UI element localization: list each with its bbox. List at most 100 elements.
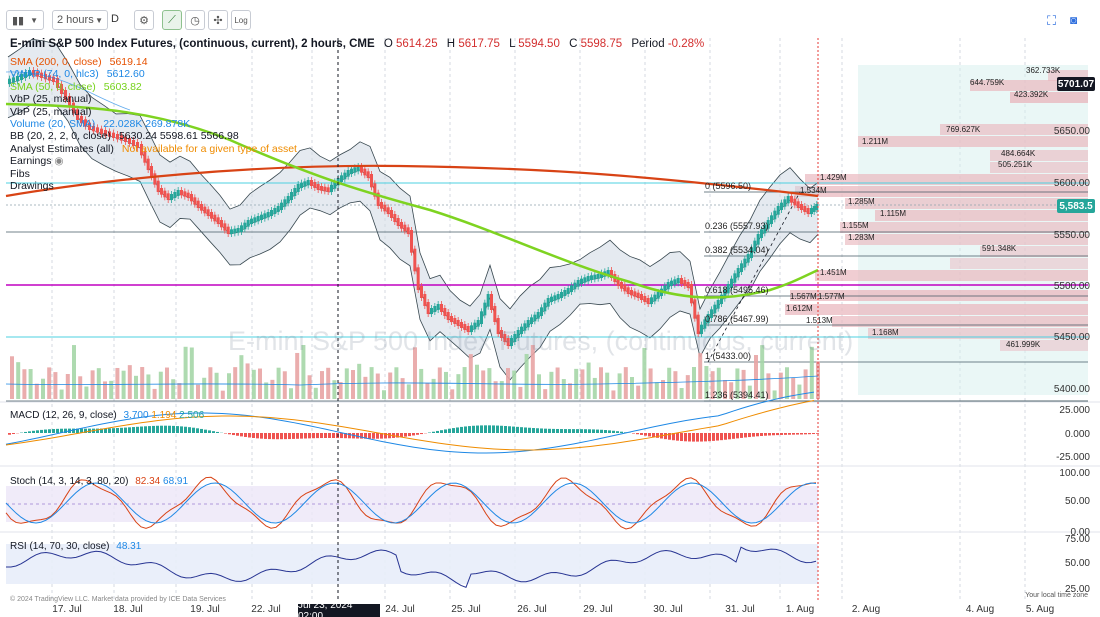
fullscreen-icon[interactable]: ⛶ (1047, 13, 1057, 28)
volume-bar (276, 367, 281, 399)
indicators-button[interactable]: ⟋ (162, 10, 182, 30)
date-axis-tick: 17. Jul (52, 604, 82, 615)
period-value: -0.28% (667, 38, 705, 50)
candle-body (546, 298, 550, 307)
macd-histogram-bar (648, 433, 651, 437)
interval-select[interactable]: 2 hours ▼ (52, 10, 108, 30)
date-axis-tick: 5. Aug (1025, 604, 1055, 615)
macd-histogram-bar (324, 433, 327, 438)
candle-body (166, 193, 170, 200)
volume-bar (53, 372, 58, 399)
macd-histogram-bar (644, 433, 647, 436)
macd-histogram-bar (420, 433, 423, 435)
candle-body (48, 75, 51, 81)
legend-item[interactable]: Analyst Estimates (all) Not available for… (10, 143, 297, 156)
candle-body (460, 322, 463, 328)
macd-histogram-bar (388, 433, 391, 439)
macd-histogram-bar (620, 431, 623, 433)
chart-type-button[interactable]: ▮▮ ▼ (6, 10, 44, 30)
macd-histogram-bar (144, 426, 147, 433)
stoch-band (6, 486, 818, 522)
candle-body (463, 324, 467, 330)
candle-body (733, 273, 737, 283)
interval-short[interactable]: D (111, 13, 119, 25)
legend-item-label: SMA (200, 0, close) (10, 56, 102, 68)
candle-body (550, 296, 553, 302)
legend-item[interactable]: Fibs (10, 168, 30, 181)
volume-bar (431, 378, 436, 399)
candle-body (286, 196, 290, 204)
candle-body (730, 278, 733, 288)
candle-body (520, 326, 523, 334)
volume-bar (320, 371, 324, 399)
candle-body (403, 224, 407, 232)
volume-profile-row (790, 290, 1088, 301)
legend-item[interactable]: Volume (20, SMA) 22.028K 269.878K (10, 118, 190, 131)
macd-histogram-bar (580, 429, 583, 433)
legend-item[interactable]: VWAP (74, 0, hlc3) 5612.60 (10, 68, 145, 81)
candle-body (573, 282, 577, 290)
legend-item[interactable]: VbP (25, manual) (10, 106, 92, 119)
volume-bar (183, 346, 188, 399)
fib-level-label: 1.236 (5394.41) (705, 390, 769, 400)
open-label: O (383, 38, 393, 50)
macd-histogram-bar (728, 433, 731, 440)
candle-body (396, 218, 400, 226)
macd-legend: MACD (12, 26, 9, close) 3.700 1.194 2.50… (10, 410, 204, 421)
legend-item[interactable]: Earnings ◉ (10, 155, 64, 168)
candle-body (496, 318, 500, 334)
bollinger-upper (7, 38, 819, 311)
fib-level-label: 0 (5596.50) (705, 181, 752, 191)
candle-body (216, 217, 220, 224)
macd-histogram-bar (700, 433, 703, 442)
legend-item[interactable]: VbP (25, manual) (10, 93, 92, 106)
macd-axis-tick: -25.000 (1056, 452, 1090, 463)
volume-bar (96, 368, 101, 399)
macd-histogram-bar (400, 433, 403, 438)
volume-profile-row (868, 328, 1088, 339)
candle-body (390, 210, 393, 218)
macd-histogram-bar (592, 429, 595, 433)
macd-histogram-bar (504, 425, 507, 433)
candle-body (383, 204, 387, 212)
volume-profile-row (1000, 340, 1088, 351)
macd-histogram-bar (8, 433, 11, 435)
volume-bar (202, 377, 207, 399)
camera-icon[interactable]: ◙ (1070, 13, 1078, 27)
volume-bar (710, 371, 715, 399)
period-label: Period (631, 38, 665, 50)
volume-profile-row (990, 162, 1088, 173)
candle-body (670, 280, 673, 286)
candle-body (470, 325, 473, 332)
legend-item[interactable]: SMA (200, 0, close) 5619.14 (10, 56, 148, 69)
macd-histogram-bar (104, 428, 107, 433)
macd-histogram-bar (572, 429, 575, 433)
macd-histogram-bar (564, 429, 567, 433)
log-scale-button[interactable]: Log (231, 10, 251, 30)
replay-button[interactable]: ◷ (185, 10, 205, 30)
macd-histogram-bar (676, 433, 679, 441)
macd-histogram-bar (36, 430, 39, 433)
macd-histogram-bar (756, 433, 759, 437)
macd-histogram-bar (272, 433, 275, 440)
candle-body (530, 317, 533, 324)
candle-body (590, 275, 593, 280)
volume-profile-row (845, 198, 1088, 209)
candle-body (140, 144, 143, 156)
macd-histogram-bar (604, 430, 607, 433)
compare-button[interactable]: ✣ (208, 10, 228, 30)
eye-icon[interactable]: ◉ (51, 155, 64, 168)
macd-histogram-bar (552, 428, 555, 433)
rsi-value: 48.31 (116, 541, 142, 552)
legend-item[interactable]: BB (20, 2, 2, 0, close) 5630.24 5598.61 5… (10, 130, 239, 143)
legend-item[interactable]: SMA (50, 0, close) 5603.82 (10, 81, 142, 94)
macd-histogram-bar (408, 433, 411, 437)
macd-histogram-bar (308, 433, 311, 439)
volume-bar (642, 347, 647, 399)
macd-histogram-bar (200, 428, 203, 433)
settings-button[interactable]: ⚙ (134, 10, 154, 30)
volume-bar (127, 365, 132, 399)
legend-item[interactable]: Drawings (10, 180, 54, 193)
volume-bar (760, 345, 765, 399)
